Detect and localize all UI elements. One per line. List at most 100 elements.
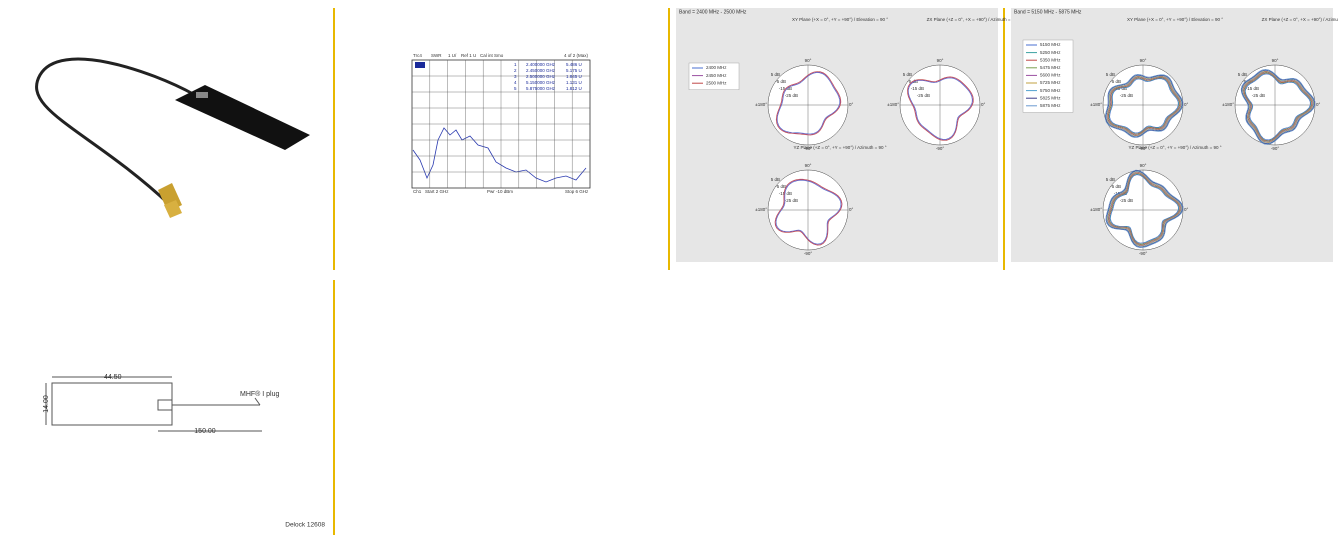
legend-label: 5750 MHz xyxy=(1040,88,1061,93)
polar-label: ±180° xyxy=(887,102,899,107)
pattern-curve xyxy=(1105,74,1183,138)
pattern-curve xyxy=(1106,75,1182,137)
dimension-drawing xyxy=(45,376,262,432)
ring-label: -25 dB xyxy=(1120,93,1133,98)
pattern-curve xyxy=(1243,72,1312,142)
legend-box xyxy=(1022,39,1074,113)
ring-label: -15 dB xyxy=(911,86,924,91)
footer-label: Delock 12608 xyxy=(285,522,325,529)
legend-label: 2450 MHz xyxy=(706,73,727,78)
legend-label: 5600 MHz xyxy=(1040,73,1061,78)
vswr-marker: 2.450000 GHz xyxy=(526,68,556,73)
plot-title: ZX Plane (+Z = 0°, +X = +90°) / Azimuth … xyxy=(1262,17,1338,22)
vswr-marker: 3 xyxy=(514,74,517,79)
plot-title: XY Plane (+X = 0°, +Y = +90°) / Elevatio… xyxy=(792,17,888,22)
pattern-curve xyxy=(1109,173,1180,244)
polar-label: -90° xyxy=(1139,146,1148,151)
polar-label: ±180° xyxy=(1090,207,1102,212)
pattern-curve xyxy=(775,179,842,246)
pattern-curve xyxy=(1108,78,1180,134)
polar-label: 0° xyxy=(1184,102,1189,107)
ring-label: 5 dB xyxy=(1238,72,1247,77)
pattern-curve xyxy=(1105,169,1184,249)
pattern-curve xyxy=(1107,171,1182,247)
legend-label: 2500 MHz xyxy=(706,80,727,85)
polar-label: 0° xyxy=(1316,102,1321,107)
polar-label: -90° xyxy=(804,146,813,151)
band-label: Band = 5150 MHz - 5875 MHz xyxy=(1014,9,1082,15)
vswr-header: 1 U/ xyxy=(448,53,457,58)
product-photo xyxy=(35,57,310,218)
ring-label: -25 dB xyxy=(785,198,798,203)
vswr-marker: 5.175 U xyxy=(566,68,582,73)
pattern-curve xyxy=(1242,71,1313,143)
polar-label: -90° xyxy=(936,146,945,151)
vswr-footer: Ch1 xyxy=(413,189,422,194)
pattern-curve xyxy=(1108,173,1180,245)
pattern-curve xyxy=(1241,70,1315,144)
pattern-curve xyxy=(774,178,843,246)
ring-label: -25 dB xyxy=(1252,93,1265,98)
pattern-curve xyxy=(776,71,841,135)
pattern-curve xyxy=(907,77,974,141)
plot-title: XY Plane (+X = 0°, +Y = +90°) / Elevatio… xyxy=(1127,17,1223,22)
dim-length: 44.50 xyxy=(104,374,122,381)
band-label: Band = 2400 MHz - 2500 MHz xyxy=(679,9,747,15)
vswr-marker: 2 xyxy=(514,68,517,73)
ring-label: 5 dB xyxy=(1106,72,1115,77)
connector-label: MHF® I plug xyxy=(240,390,279,398)
pattern-curve xyxy=(775,180,842,245)
legend-label: 5475 MHz xyxy=(1040,65,1061,70)
vswr-marker: 2.500000 GHz xyxy=(526,74,556,79)
ring-label: 5 dB xyxy=(1106,177,1115,182)
ring-label: 5 dB xyxy=(771,177,780,182)
polar-label: 90° xyxy=(1140,163,1147,168)
vswr-scale: 4 of 2 (Max) xyxy=(564,53,589,58)
ring-label: -25 dB xyxy=(1120,198,1133,203)
vswr-marker: 1 xyxy=(514,62,517,67)
polar-label: -90° xyxy=(1139,251,1148,256)
polar-label: 90° xyxy=(937,58,944,63)
vswr-footer: Stop 6 GHz xyxy=(565,189,589,194)
legend-label: 5825 MHz xyxy=(1040,95,1061,100)
pattern-curve xyxy=(1245,73,1311,141)
polar-label: 90° xyxy=(1272,58,1279,63)
polar-label: ±180° xyxy=(755,207,767,212)
pattern-curve xyxy=(907,76,974,141)
pattern-curve xyxy=(1106,170,1183,248)
vswr-header: Trc4 xyxy=(413,53,422,58)
pattern-curve xyxy=(1240,68,1316,145)
polar-label: 90° xyxy=(805,163,812,168)
legend-label: 5725 MHz xyxy=(1040,80,1061,85)
legend-label: 2400 MHz xyxy=(706,65,727,70)
vswr-marker: 1.812 U xyxy=(566,86,582,91)
pattern-curve xyxy=(1106,75,1183,137)
ring-label: -15 dB xyxy=(1246,86,1259,91)
vswr-marker: 1.845 U xyxy=(566,74,582,79)
polar-label: 90° xyxy=(1140,58,1147,63)
polar-label: 90° xyxy=(805,58,812,63)
vswr-marker: 5.150000 GHz xyxy=(526,80,556,85)
pattern-curve xyxy=(776,72,841,135)
legend-box xyxy=(688,62,740,90)
vswr-marker: 5 xyxy=(514,86,517,91)
ring-label: -5 dB xyxy=(775,79,786,84)
vswr-marker: 1.131 U xyxy=(566,80,582,85)
polar-label: 0° xyxy=(849,102,854,107)
vswr-footer: Start 2 GHz xyxy=(425,189,449,194)
ring-label: 5 dB xyxy=(771,72,780,77)
pattern-curve xyxy=(1110,174,1179,244)
pattern-curve xyxy=(1108,172,1181,246)
pattern-curve xyxy=(1106,170,1183,247)
ring-label: -15 dB xyxy=(1114,86,1127,91)
pattern-curve xyxy=(1243,71,1313,142)
pattern-curve xyxy=(908,77,973,140)
polar-label: 0° xyxy=(981,102,986,107)
legend-label: 5250 MHz xyxy=(1040,50,1061,55)
polar-label: -90° xyxy=(1271,146,1280,151)
pattern-curve xyxy=(1108,77,1180,135)
polar-label: ±180° xyxy=(1222,102,1234,107)
pattern-curve xyxy=(1244,73,1312,141)
vswr-marker: 5.875000 GHz xyxy=(526,86,556,91)
